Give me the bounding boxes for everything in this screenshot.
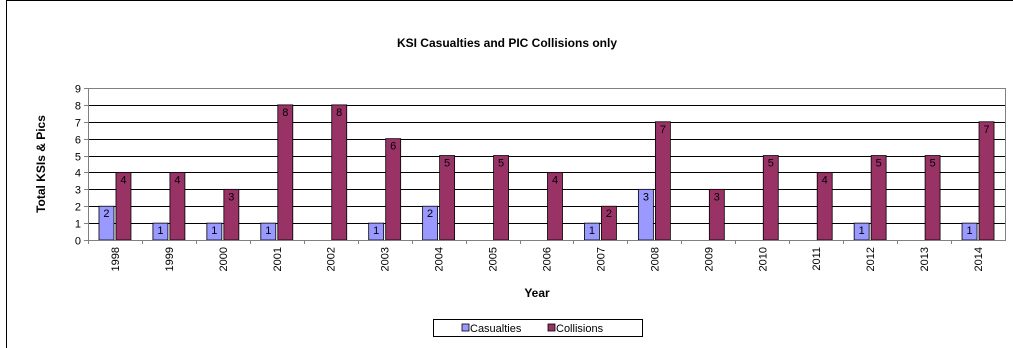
y-tick-label: 0 [75, 236, 81, 248]
x-tick-label: 2003 [380, 247, 392, 271]
legend-swatch-casualties [462, 324, 469, 331]
data-label-collisions-2004: 5 [444, 158, 450, 170]
bar-collisions-2014 [979, 122, 994, 240]
data-label-casualties-2012: 1 [859, 225, 865, 237]
y-tick-label: 7 [75, 118, 81, 130]
data-label-collisions-2003: 6 [390, 141, 396, 153]
data-label-collisions-1999: 4 [174, 174, 180, 186]
x-axis-title: Year [524, 286, 550, 300]
legend-label-collisions: Collisions [556, 323, 604, 335]
bar-collisions-2003 [386, 139, 401, 240]
data-label-collisions-2013: 5 [930, 158, 936, 170]
bar-collisions-2008 [655, 122, 670, 240]
data-label-collisions-2001: 8 [282, 107, 288, 119]
x-tick-label: 2005 [488, 247, 500, 271]
y-tick-label: 3 [75, 185, 81, 197]
data-label-casualties-1999: 1 [157, 225, 163, 237]
x-tick-label: 2002 [326, 247, 338, 271]
data-label-casualties-1998: 2 [103, 208, 109, 220]
legend: Casualties Collisions [434, 320, 643, 337]
x-tick-label: 2008 [649, 247, 661, 271]
x-tick-label: 2010 [757, 247, 769, 271]
data-label-collisions-2008: 7 [660, 124, 666, 136]
data-label-casualties-2001: 1 [265, 225, 271, 237]
x-tick-label: 2009 [703, 247, 715, 271]
data-label-collisions-2014: 7 [983, 124, 989, 136]
x-tick-label: 2013 [919, 247, 931, 271]
bar-collisions-2002 [332, 105, 347, 240]
data-label-collisions-2011: 4 [822, 174, 828, 186]
data-label-casualties-2000: 1 [211, 225, 217, 237]
x-tick-label: 2004 [434, 247, 446, 271]
y-tick-label: 2 [75, 202, 81, 214]
data-label-collisions-2006: 4 [552, 174, 558, 186]
x-tick-label: 2000 [218, 247, 230, 271]
y-tick-label: 1 [75, 219, 81, 231]
y-tick-label: 4 [75, 168, 81, 180]
data-label-casualties-2003: 1 [373, 225, 379, 237]
legend-swatch-collisions [548, 324, 555, 331]
bar-collisions-2001 [278, 105, 293, 240]
y-tick-label: 8 [75, 101, 81, 113]
x-tick-label: 2011 [811, 247, 823, 271]
legend-label-casualties: Casualties [470, 323, 522, 335]
data-label-casualties-2008: 3 [643, 191, 649, 203]
data-label-casualties-2007: 1 [589, 225, 595, 237]
y-tick-label: 5 [75, 152, 81, 164]
x-axis-ticks: 1998 1999 2000 2001 2002 2003 2004 2005 2006 2007… [89, 240, 986, 271]
data-label-collisions-2002: 8 [336, 107, 342, 119]
data-label-collisions-2010: 5 [768, 158, 774, 170]
x-tick-label: 2001 [272, 247, 284, 271]
data-label-casualties-2004: 2 [427, 208, 433, 220]
data-label-collisions-2005: 5 [498, 158, 504, 170]
x-tick-label: 1998 [110, 247, 122, 271]
x-tick-label: 2014 [973, 247, 985, 271]
x-tick-label: 1999 [164, 247, 176, 271]
chart-title: KSI Casualties and PIC Collisions only [397, 36, 617, 50]
y-axis-ticks: 0 1 2 3 4 5 6 7 8 9 [75, 84, 88, 248]
x-tick-label: 2006 [542, 247, 554, 271]
data-label-casualties-2014: 1 [966, 225, 972, 237]
y-axis-title: Total KSIs & Pics [34, 115, 48, 213]
x-tick-label: 2012 [865, 247, 877, 271]
data-label-collisions-2012: 5 [876, 158, 882, 170]
y-tick-label: 6 [75, 135, 81, 147]
data-label-collisions-2007: 2 [606, 208, 612, 220]
x-tick-label: 2007 [595, 247, 607, 271]
data-label-collisions-2009: 3 [714, 191, 720, 203]
data-label-collisions-1998: 4 [120, 174, 126, 186]
data-label-collisions-2000: 3 [228, 191, 234, 203]
y-tick-label: 9 [75, 84, 81, 96]
